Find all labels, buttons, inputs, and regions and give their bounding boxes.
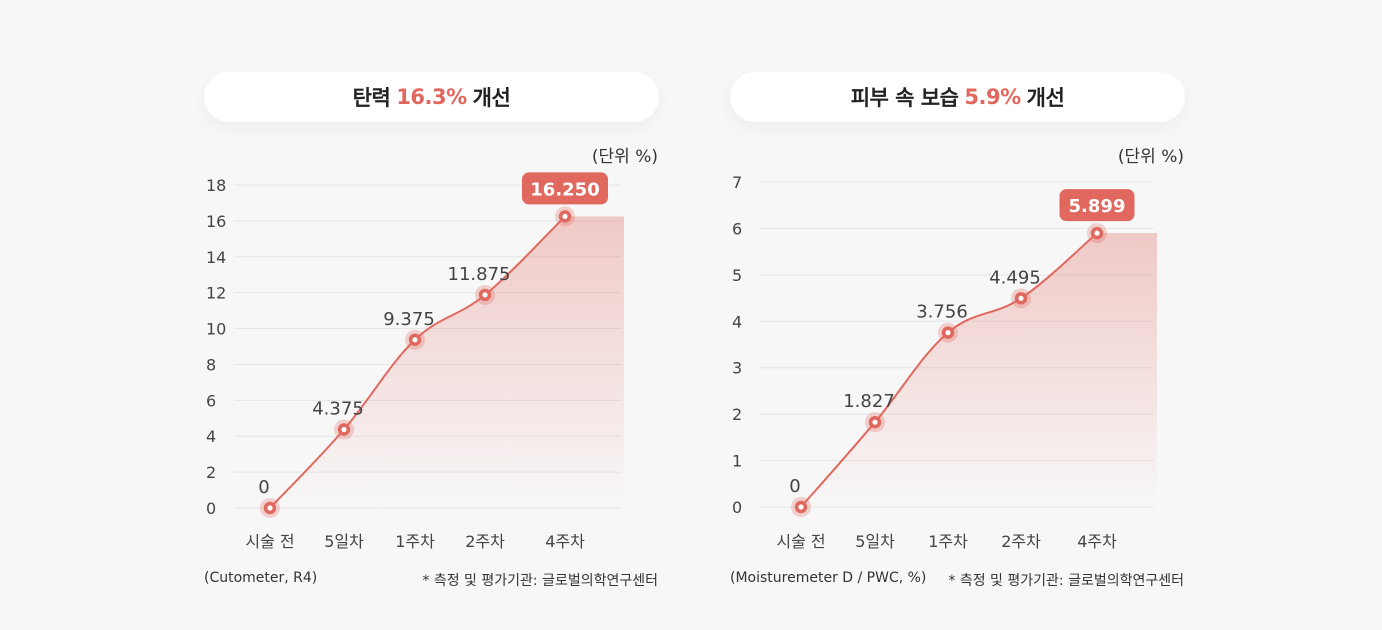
x-tick-label: 4주차 (1077, 532, 1117, 551)
y-tick-label: 3 (732, 359, 742, 378)
value-callout (522, 172, 608, 205)
y-tick-label: 16 (206, 212, 226, 231)
line-chart: 0 1 2 3 4 5 6 7 시술 전 5일차 1주차 2주차 4주차 0 1.827 3.756 4.495… (732, 173, 1157, 551)
area-fill (801, 233, 1157, 507)
y-tick-label: 0 (732, 498, 742, 517)
title-suffix: 개선 (1026, 86, 1065, 110)
value-callout (1059, 189, 1135, 222)
footnote-source: (Cutometer, R4) (204, 570, 318, 586)
y-tick-label: 18 (206, 176, 226, 195)
data-label: 4.495 (989, 267, 1041, 288)
data-point (405, 329, 425, 350)
data-label: 9.375 (383, 309, 435, 330)
footnote-source: (Moisturemeter D / PWC, %) (730, 570, 927, 586)
y-tick-label: 4 (732, 312, 742, 331)
data-point (260, 498, 280, 518)
footnote-org: * 측정 및 평가기관: 글로벌의학연구센터 (948, 573, 1184, 589)
title-highlight: 16.3% (396, 85, 467, 109)
x-tick-label: 4주차 (545, 532, 585, 551)
x-tick-label: 시술 전 (245, 532, 294, 551)
data-label: 4.375 (312, 398, 364, 419)
x-tick-label: 1주차 (928, 532, 968, 551)
y-tick-label: 10 (206, 320, 226, 339)
data-point (938, 322, 958, 343)
y-tick-label: 0 (206, 499, 216, 518)
x-tick-label: 1주차 (395, 532, 435, 551)
line-chart: 0 2 4 6 8 10 12 14 16 18 시술 전 5일차 1주차 2주차 4주차 0 4.375 9.3… (206, 172, 624, 551)
x-tick-label: 2주차 (1001, 532, 1041, 551)
chart-panel-elasticity: 탄력 16.3% 개선 (단위 %) 0 2 4 6 8 10 12 14 16 18 시술 전 5일… (198, 0, 668, 630)
data-label: 5.899 (1069, 196, 1126, 217)
y-tick-label: 6 (206, 391, 216, 410)
data-label: 0 (789, 476, 800, 497)
data-label: 16.250 (530, 179, 599, 200)
unit-label: (단위 %) (591, 147, 658, 167)
x-tick-label: 5일차 (855, 532, 895, 551)
title-suffix: 개선 (472, 86, 511, 110)
y-tick-label: 12 (206, 284, 226, 303)
data-point (334, 419, 354, 440)
y-tick-label: 1 (732, 452, 742, 471)
data-label: 1.827 (843, 391, 895, 412)
data-point (791, 497, 811, 517)
y-tick-label: 4 (206, 427, 216, 446)
x-tick-label: 2주차 (465, 532, 505, 551)
chart-panel-moisture: 피부 속 보습 5.9% 개선 (단위 %) 0 1 2 3 4 5 6 7 시술 전 5일차 1주… (724, 0, 1194, 630)
y-tick-label: 2 (206, 463, 216, 482)
data-point (1011, 288, 1031, 309)
chart-title: 피부 속 보습 5.9% 개선 (730, 72, 1185, 122)
y-tick-label: 8 (206, 355, 216, 374)
y-tick-label: 7 (732, 173, 742, 192)
data-label: 11.875 (448, 264, 511, 285)
unit-label: (단위 %) (1117, 147, 1184, 167)
y-tick-label: 14 (206, 248, 226, 267)
y-tick-label: 6 (732, 219, 742, 238)
data-label: 0 (258, 477, 269, 498)
chart-title: 탄력 16.3% 개선 (204, 72, 659, 122)
data-point (475, 284, 495, 305)
title-highlight: 5.9% (964, 85, 1021, 109)
title-prefix: 피부 속 보습 (850, 86, 959, 110)
data-label: 3.756 (916, 302, 968, 323)
area-fill (270, 216, 624, 508)
x-tick-label: 5일차 (324, 532, 364, 551)
footnote-org: * 측정 및 평가기관: 글로벌의학연구센터 (422, 573, 658, 589)
title-prefix: 탄력 (352, 86, 391, 110)
x-tick-label: 시술 전 (776, 532, 825, 551)
data-point (555, 206, 575, 227)
y-tick-label: 5 (732, 266, 742, 285)
data-point (865, 412, 885, 433)
data-point (1087, 223, 1107, 244)
y-tick-label: 2 (732, 405, 742, 424)
